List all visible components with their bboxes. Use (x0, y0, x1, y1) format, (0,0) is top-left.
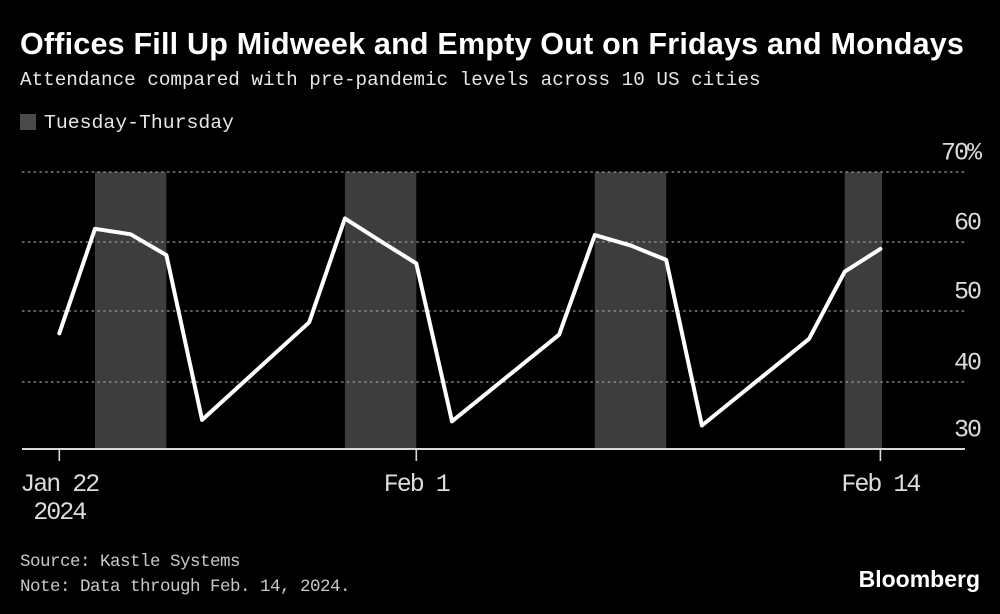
svg-text:40: 40 (954, 349, 981, 378)
svg-text:2024: 2024 (33, 498, 86, 527)
svg-text:50: 50 (954, 278, 981, 307)
svg-text:70%: 70% (941, 139, 983, 168)
svg-text:Feb 1: Feb 1 (384, 470, 450, 499)
svg-text:60: 60 (954, 209, 981, 238)
svg-text:Jan 22: Jan 22 (20, 470, 99, 499)
svg-text:Feb 14: Feb 14 (841, 470, 920, 499)
svg-text:30: 30 (954, 416, 981, 445)
